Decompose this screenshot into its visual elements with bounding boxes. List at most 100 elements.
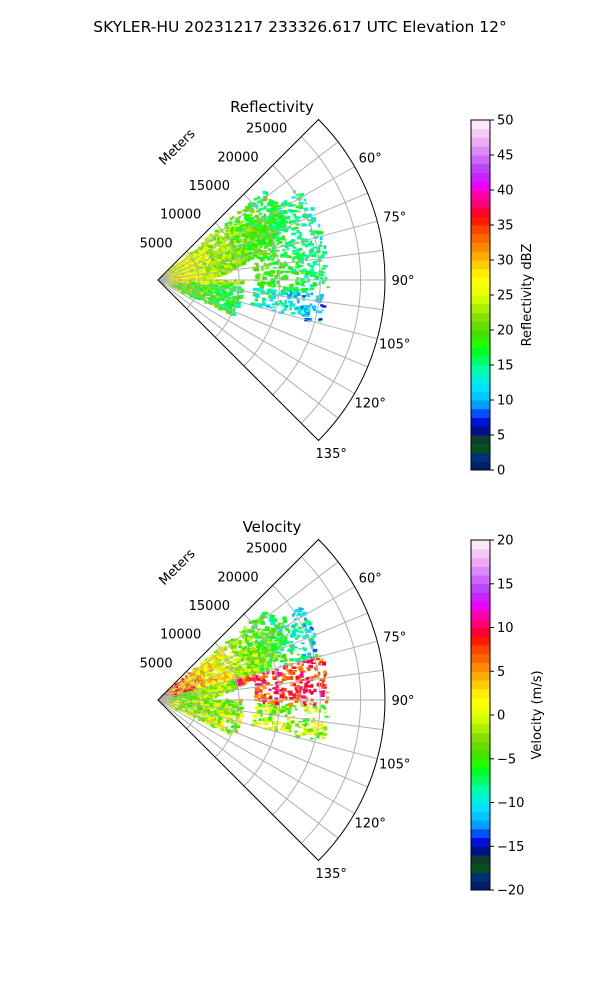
data-cell <box>247 659 250 663</box>
data-cell <box>253 619 259 622</box>
data-cell <box>290 244 295 247</box>
data-cell <box>240 634 245 638</box>
data-cell <box>267 247 271 251</box>
data-cell <box>291 232 297 236</box>
data-cell <box>232 257 235 262</box>
data-cell <box>279 266 282 269</box>
data-cell <box>225 229 230 232</box>
data-cell <box>302 723 306 726</box>
data-cell <box>305 308 308 310</box>
data-cell <box>227 702 231 705</box>
data-cell <box>291 291 296 296</box>
data-cell <box>246 243 250 246</box>
data-cell <box>257 226 263 229</box>
data-cell <box>206 238 210 242</box>
data-cell <box>307 711 312 714</box>
data-cell <box>302 703 307 707</box>
colorbar-segment <box>471 452 490 462</box>
data-cell <box>252 656 257 659</box>
data-cell <box>228 665 234 669</box>
data-cell <box>305 689 311 692</box>
data-cell <box>263 222 266 227</box>
data-cell <box>212 265 217 268</box>
data-cell <box>218 267 221 271</box>
data-cell <box>273 217 278 222</box>
data-cell <box>304 709 309 711</box>
data-cell <box>212 719 215 722</box>
data-cell <box>285 216 291 220</box>
data-cell <box>318 318 323 321</box>
data-cell <box>235 295 241 300</box>
data-cell <box>211 715 215 719</box>
data-cell <box>283 642 286 646</box>
angle-tick-label: 120° <box>355 397 386 412</box>
data-cell <box>317 709 321 713</box>
colorbar-segment <box>471 426 490 436</box>
data-cell <box>272 220 277 224</box>
colorbar-segment <box>471 268 490 278</box>
data-cell <box>270 646 274 650</box>
data-cell <box>277 648 281 651</box>
data-cell <box>179 274 184 278</box>
data-cell <box>263 658 268 661</box>
data-cell <box>201 263 204 266</box>
data-cell <box>242 654 246 657</box>
data-cell <box>237 263 242 266</box>
data-cell <box>293 694 296 699</box>
data-cell <box>227 732 233 735</box>
data-cell <box>242 635 245 639</box>
data-cell <box>299 614 303 618</box>
data-cell <box>251 635 254 639</box>
sector-outline <box>157 118 386 442</box>
range-tick-label: 20000 <box>217 150 258 165</box>
data-cell <box>219 712 224 715</box>
data-cell <box>264 651 270 655</box>
data-cell <box>248 620 253 624</box>
range-tick-label: 5000 <box>140 236 173 251</box>
data-cell <box>298 247 303 251</box>
data-cell <box>189 255 192 259</box>
data-cell <box>289 220 292 225</box>
data-cell <box>231 650 235 653</box>
data-cell <box>216 666 221 669</box>
data-cell <box>278 645 282 648</box>
azimuth-spoke <box>157 220 378 281</box>
data-cell <box>304 647 307 652</box>
data-cell <box>292 247 297 249</box>
data-cell <box>195 667 198 671</box>
data-cell <box>241 220 245 223</box>
data-cell <box>303 730 308 735</box>
data-cell <box>272 255 277 258</box>
colorbar-segment <box>471 373 490 383</box>
data-cell <box>239 706 244 710</box>
data-cell <box>243 628 248 631</box>
data-cell <box>264 224 269 228</box>
data-cell <box>271 249 276 253</box>
data-cell <box>271 703 276 707</box>
data-cell <box>213 291 218 294</box>
data-cell <box>316 735 320 739</box>
data-cell <box>189 279 193 284</box>
data-cell <box>230 237 235 241</box>
data-cell <box>235 642 241 645</box>
data-cell <box>288 729 292 733</box>
data-cell <box>293 226 299 230</box>
data-cell <box>225 300 230 303</box>
data-cell <box>311 220 315 223</box>
data-cell <box>185 263 190 266</box>
data-cell <box>238 223 242 227</box>
data-cell <box>278 700 284 703</box>
data-cell <box>278 292 283 296</box>
data-cell <box>308 728 313 732</box>
data-cell <box>242 653 246 656</box>
data-cell <box>226 233 231 237</box>
data-cell <box>250 302 255 306</box>
data-cell <box>264 292 270 295</box>
data-cell <box>185 678 189 683</box>
range-tick-label: 25000 <box>246 122 287 137</box>
data-cell <box>235 678 240 683</box>
data-cell <box>271 229 274 234</box>
data-cell <box>295 688 298 693</box>
data-cell <box>230 703 234 706</box>
data-cell <box>308 272 312 275</box>
